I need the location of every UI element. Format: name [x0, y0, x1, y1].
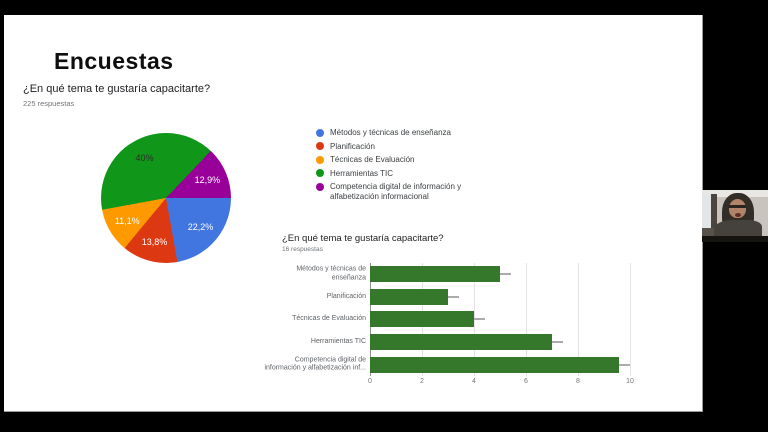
x-axis-tick-label: 10	[626, 378, 634, 385]
legend-item: Herramientas TIC	[316, 169, 491, 179]
error-whisker	[619, 363, 630, 366]
legend-color-dot	[316, 128, 324, 137]
legend-color-dot	[316, 169, 324, 177]
legend-label: Técnicas de Evaluación	[330, 155, 415, 164]
bar-chart-title: ¿En qué tema te gustaría capacitarte?	[282, 233, 444, 244]
bar-category-label: Herramientas TIC	[310, 337, 366, 345]
legend-label: Métodos y técnicas de enseñanza	[330, 128, 451, 137]
x-axis-tick-label: 4	[472, 378, 476, 385]
error-whisker	[474, 318, 485, 321]
webcam-window	[702, 195, 711, 228]
legend-label: Planificación	[330, 141, 375, 151]
webcam-window-sill	[702, 228, 718, 237]
pie-slice-label: 13,8%	[141, 236, 168, 247]
x-axis-tick-label: 6	[524, 378, 528, 385]
bar-chart-response-count: 16 respuestas	[282, 246, 323, 253]
error-whisker	[448, 295, 459, 298]
slide-canvas: Encuestas ¿En qué tema te gustaría capac…	[4, 15, 703, 412]
pie-chart: 22,2% 13,8% 11,1% 40% 12,9%	[101, 133, 231, 263]
bar-row	[370, 263, 630, 286]
x-axis-tick-label: 8	[576, 378, 580, 385]
pie-chart-question: ¿En qué tema te gustaría capacitarte?	[23, 83, 211, 95]
bar	[370, 288, 448, 305]
legend-item: Métodos y técnicas de enseñanza	[316, 128, 491, 138]
legend-label: Competencia digital de información y alf…	[330, 182, 462, 201]
webcam-window-frame	[711, 194, 717, 230]
legend-item: Competencia digital de información y alf…	[316, 182, 491, 201]
bar-category-label: Planificación	[326, 292, 366, 300]
bar-row	[370, 286, 630, 309]
error-whisker	[552, 341, 563, 344]
pie-slice-label: 11,1%	[114, 215, 140, 226]
bar-row	[370, 353, 630, 376]
legend-item: Técnicas de Evaluación	[316, 155, 491, 165]
pie-response-count: 225 respuestas	[23, 99, 75, 108]
pie-legend: Métodos y técnicas de enseñanza Planifica…	[316, 128, 491, 205]
participant-mouth	[735, 213, 741, 217]
legend-color-dot	[316, 142, 324, 150]
bar-category-label: Técnicas de Evaluación	[292, 315, 366, 323]
bar-row	[370, 331, 630, 354]
slide-title: Encuestas	[54, 48, 174, 74]
bar-chart-gridline	[526, 263, 527, 376]
bar-chart-gridline	[578, 263, 579, 376]
bar-category-label: Métodos y técnicas de enseñanza	[296, 265, 366, 282]
bar	[370, 311, 474, 328]
bar-chart-x-axis: 0 2 4 6 8 10	[368, 378, 650, 388]
legend-color-dot	[316, 182, 324, 191]
bar-chart-gridline	[630, 263, 631, 376]
bar	[370, 356, 619, 373]
webcam-desk	[702, 236, 768, 242]
pie-slice-label: 12,9%	[194, 175, 221, 186]
legend-label: Herramientas TIC	[330, 168, 393, 178]
participant-face	[729, 199, 746, 218]
pie-slice-label: 22,2%	[187, 221, 214, 232]
bar	[370, 334, 552, 351]
x-axis-tick-label: 0	[368, 378, 372, 385]
bar-row	[370, 308, 630, 331]
x-axis-tick-label: 2	[420, 378, 424, 385]
legend-color-dot	[316, 155, 324, 164]
bar-chart-plot	[370, 263, 631, 376]
participant-glasses	[729, 205, 746, 208]
webcam-video[interactable]	[702, 190, 768, 242]
bar	[370, 266, 500, 283]
bar-chart-category-labels: Métodos y técnicas de enseñanza Planifica…	[254, 263, 366, 376]
error-whisker	[500, 273, 511, 276]
bar-category-label: Competencia digital de información y alf…	[264, 356, 366, 372]
legend-item: Planificación	[316, 142, 491, 152]
pie-slice-label: 40%	[135, 153, 154, 164]
